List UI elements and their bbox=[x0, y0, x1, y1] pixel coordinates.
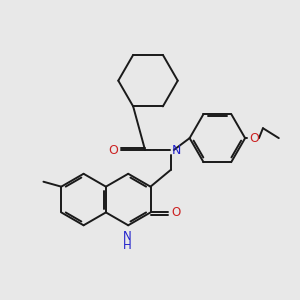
Text: O: O bbox=[249, 132, 259, 145]
Text: N: N bbox=[172, 143, 182, 157]
Text: O: O bbox=[108, 143, 118, 157]
Text: O: O bbox=[172, 206, 181, 219]
Text: N: N bbox=[123, 230, 132, 243]
Text: H: H bbox=[123, 238, 132, 252]
